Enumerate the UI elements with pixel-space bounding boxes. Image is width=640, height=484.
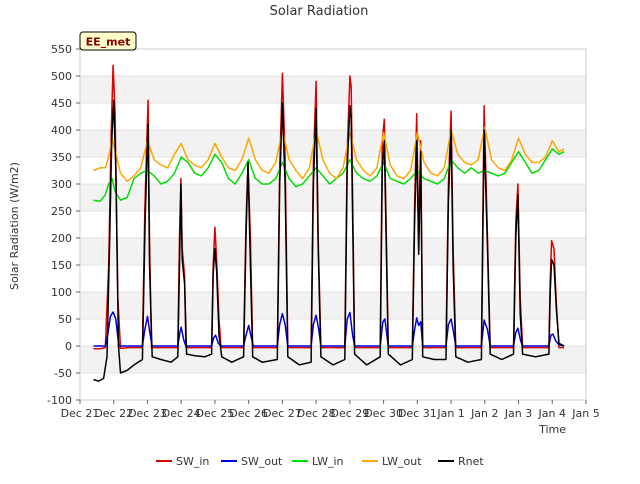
- y-axis-label: Solar Radiation (W/m2): [8, 162, 21, 290]
- x-tick-label: Dec 31: [398, 407, 437, 420]
- site-badge-box: [79, 31, 137, 51]
- x-tick-label: Dec 30: [364, 407, 403, 420]
- plot-bands: [80, 76, 586, 373]
- plot-band: [80, 76, 586, 103]
- y-tick-label: 200: [51, 232, 72, 245]
- legend-label: SW_out: [241, 455, 283, 468]
- y-tick-label: 550: [51, 43, 72, 56]
- legend-label: Rnet: [458, 455, 484, 468]
- legend-label: LW_out: [382, 455, 422, 468]
- x-tick-label: Dec 24: [162, 407, 201, 420]
- legend-label: LW_in: [312, 455, 344, 468]
- chart-title: Solar Radiation: [270, 4, 369, 19]
- plot-band: [80, 130, 586, 157]
- series-line-rnet: [93, 99, 565, 382]
- x-tick-label: Dec 29: [330, 407, 369, 420]
- x-tick-label: Jan 1: [436, 407, 464, 420]
- x-axis-label: Time: [538, 423, 566, 436]
- legend-label: SW_in: [176, 455, 209, 468]
- y-tick-label: 400: [51, 124, 72, 137]
- site-badge: EE_met: [79, 31, 137, 51]
- y-axis: -100 -50 0 50 100 150 200 250 300 350 400 450 500 550: [47, 43, 80, 407]
- x-tick-label: Dec 23: [128, 407, 167, 420]
- plot-band: [80, 238, 586, 265]
- legend: SW_in SW_out LW_in LW_out Rnet: [156, 455, 484, 468]
- plot-band: [80, 184, 586, 211]
- x-tick-label: Jan 3: [504, 407, 532, 420]
- x-tick-label: Jan 4: [538, 407, 566, 420]
- x-tick-label: Dec 25: [196, 407, 235, 420]
- x-tick-label: Dec 27: [263, 407, 302, 420]
- x-tick-label: Dec 22: [94, 407, 133, 420]
- plot-band: [80, 292, 586, 319]
- y-tick-label: 300: [51, 178, 72, 191]
- x-tick-label: Dec 21: [61, 407, 100, 420]
- series-layer: [93, 64, 565, 382]
- plot-band: [80, 346, 586, 373]
- y-tick-label: -100: [47, 394, 72, 407]
- y-tick-label: 450: [51, 97, 72, 110]
- y-tick-label: 0: [65, 340, 72, 353]
- y-tick-label: 100: [51, 286, 72, 299]
- x-tick-label: Dec 26: [229, 407, 268, 420]
- x-tick-label: Jan 5: [571, 407, 599, 420]
- x-tick-label: Jan 2: [470, 407, 498, 420]
- y-tick-label: 500: [51, 70, 72, 83]
- series-line-lw-out: [93, 126, 565, 183]
- plot-frame: [79, 48, 587, 401]
- y-tick-label: 150: [51, 259, 72, 272]
- site-badge-label: EE_met: [86, 36, 131, 49]
- y-tick-label: 250: [51, 205, 72, 218]
- y-tick-label: 50: [58, 313, 72, 326]
- y-tick-label: -50: [54, 367, 72, 380]
- y-tick-label: 350: [51, 151, 72, 164]
- x-tick-label: Dec 28: [297, 407, 336, 420]
